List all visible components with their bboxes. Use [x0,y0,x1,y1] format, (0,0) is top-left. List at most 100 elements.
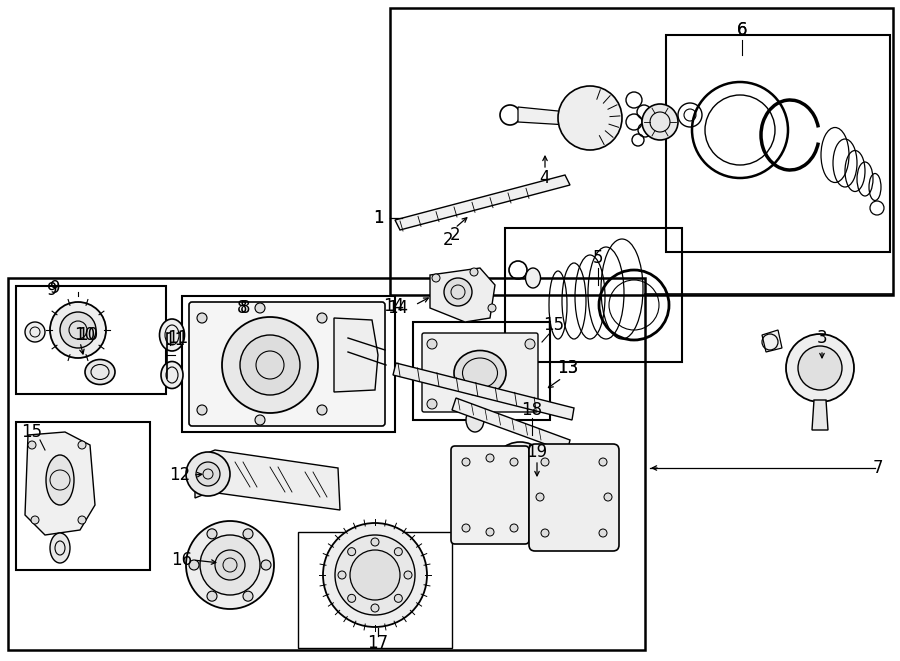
FancyBboxPatch shape [422,333,538,412]
Bar [505,228,682,362]
Circle shape [432,274,440,282]
Circle shape [189,560,199,570]
Circle shape [486,454,494,462]
Polygon shape [395,175,570,230]
Ellipse shape [50,533,70,563]
Circle shape [350,550,400,600]
Bar [298,532,452,648]
Polygon shape [195,450,340,510]
Text: 14: 14 [383,297,405,315]
Text: 10: 10 [77,326,99,344]
Bar [390,8,893,295]
Circle shape [60,312,96,348]
Text: 10: 10 [75,326,95,344]
Circle shape [371,538,379,546]
Circle shape [427,399,437,409]
Text: 3: 3 [816,329,827,347]
Circle shape [317,313,327,323]
Circle shape [786,334,854,402]
Circle shape [642,104,678,140]
Circle shape [200,535,260,595]
Circle shape [255,415,265,425]
Circle shape [525,339,535,349]
Text: 14: 14 [387,299,409,317]
FancyBboxPatch shape [189,302,385,426]
Circle shape [371,604,379,612]
Circle shape [558,86,622,150]
Circle shape [186,452,230,496]
Bar [182,296,395,432]
Circle shape [541,529,549,537]
Circle shape [323,523,427,627]
Circle shape [207,591,217,601]
Circle shape [335,535,415,615]
Ellipse shape [526,268,541,288]
Circle shape [798,346,842,390]
Circle shape [338,571,346,579]
Bar [16,286,166,394]
Circle shape [78,441,86,449]
Circle shape [25,322,45,342]
Bar [413,322,550,420]
Polygon shape [334,318,378,392]
Text: 5: 5 [593,249,603,267]
Circle shape [486,528,494,536]
Circle shape [317,405,327,415]
Polygon shape [25,432,95,535]
Text: 15: 15 [22,423,42,441]
Circle shape [197,405,207,415]
Ellipse shape [85,360,115,385]
Circle shape [215,550,245,580]
Circle shape [186,521,274,609]
Polygon shape [393,363,574,420]
Text: 7: 7 [873,459,883,477]
Bar [16,422,150,570]
Text: 13: 13 [557,359,579,377]
Circle shape [394,548,402,556]
Circle shape [50,302,106,358]
Circle shape [196,462,220,486]
Circle shape [222,317,318,413]
Text: 1: 1 [373,209,383,227]
Circle shape [444,278,472,306]
FancyBboxPatch shape [529,444,619,551]
Ellipse shape [454,350,506,395]
Polygon shape [518,107,568,125]
Polygon shape [812,400,828,430]
Circle shape [510,524,518,532]
Circle shape [492,442,548,498]
Circle shape [599,458,607,466]
Circle shape [599,529,607,537]
Text: 15: 15 [544,316,564,334]
Ellipse shape [161,362,183,389]
Bar [8,278,645,650]
Text: 12: 12 [169,466,191,484]
Circle shape [347,594,356,602]
Text: 16: 16 [171,551,193,569]
Ellipse shape [159,319,184,351]
Text: 18: 18 [521,401,543,419]
Bar [666,35,890,252]
Ellipse shape [466,408,484,432]
Circle shape [197,313,207,323]
Circle shape [255,303,265,313]
Circle shape [394,594,402,602]
Circle shape [240,335,300,395]
Circle shape [510,458,518,466]
Circle shape [243,529,253,539]
Circle shape [261,560,271,570]
Circle shape [525,399,535,409]
Text: 6: 6 [737,21,747,39]
Text: 8: 8 [237,299,248,317]
Text: 17: 17 [367,634,389,652]
Circle shape [462,458,470,466]
Ellipse shape [46,455,74,505]
Circle shape [207,529,217,539]
Polygon shape [430,268,495,322]
Circle shape [78,516,86,524]
Text: 6: 6 [737,21,747,39]
Text: 8: 8 [239,299,250,317]
Circle shape [347,548,356,556]
Polygon shape [762,330,782,352]
FancyBboxPatch shape [451,446,529,544]
